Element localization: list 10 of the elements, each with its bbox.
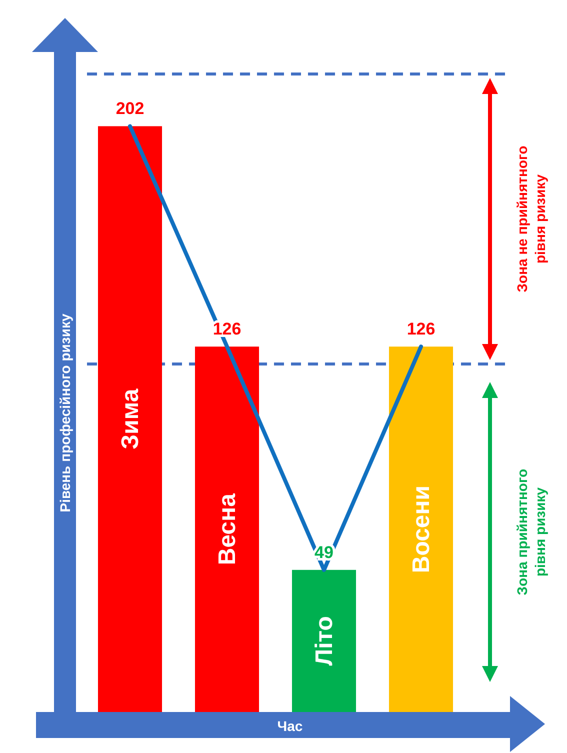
data-label: 126 <box>406 320 436 339</box>
text: Зона не прийнятного рівня ризику <box>514 146 548 292</box>
text: Зона прийнятного рівня ризику <box>514 468 548 596</box>
x-axis-title: Час <box>277 718 303 734</box>
data-label: 202 <box>116 99 144 118</box>
x-tick-label: Весна <box>214 492 241 566</box>
x-tick-label: Літо <box>311 616 338 666</box>
x-tick-label: Восени <box>408 485 435 574</box>
y-axis-title: Рівень професійного ризику <box>57 314 73 512</box>
x-tick-label: Зима <box>117 388 144 450</box>
